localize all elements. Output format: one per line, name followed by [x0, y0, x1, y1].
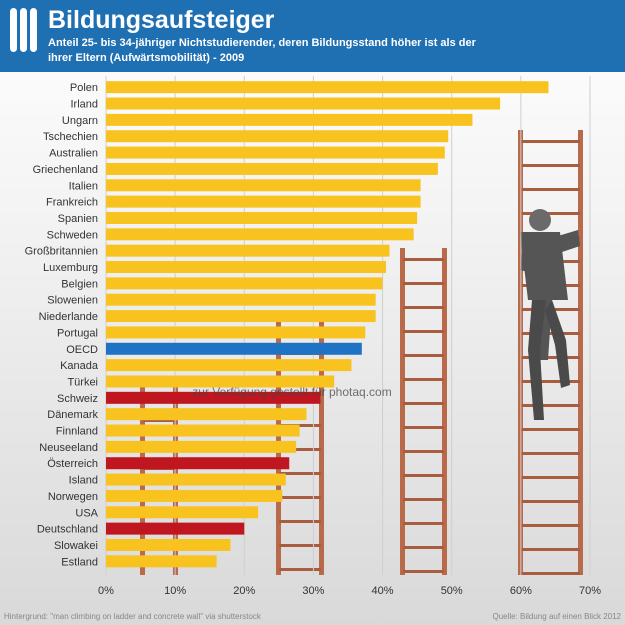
category-label: Portugal	[57, 327, 98, 339]
bar-neuseeland	[106, 440, 297, 453]
category-label: OECD	[66, 344, 98, 356]
category-label: Luxemburg	[43, 262, 98, 274]
x-tick-label: 70%	[579, 585, 601, 597]
bar-großbritannien	[106, 244, 390, 257]
bar-niederlande	[106, 310, 376, 323]
bar-schweden	[106, 228, 414, 241]
x-tick-label: 40%	[372, 585, 394, 597]
bar-österreich	[106, 457, 290, 470]
bar-polen	[106, 81, 549, 94]
category-label: Irland	[70, 99, 98, 111]
category-label: Norwegen	[48, 491, 98, 503]
category-label: Schweden	[47, 229, 98, 241]
x-tick-label: 50%	[441, 585, 463, 597]
footer-source: Quelle: Bildung auf einen Blick 2012	[492, 612, 621, 621]
chart-subtitle-line1: Anteil 25- bis 34-jähriger Nichtstudiere…	[48, 37, 477, 49]
chart-subtitle-line2: ihrer Eltern (Aufwärtsmobilität) - 2009	[48, 52, 244, 64]
x-tick-label: 10%	[164, 585, 186, 597]
bar-irland	[106, 97, 501, 110]
bar-türkei	[106, 375, 335, 388]
bar-finnland	[106, 424, 300, 437]
bar-dänemark	[106, 408, 307, 421]
category-label: Slowenien	[47, 295, 98, 307]
category-label: Kanada	[60, 360, 99, 372]
bar-griechenland	[106, 162, 438, 175]
category-label: Italien	[69, 180, 98, 192]
bar-belgien	[106, 277, 383, 290]
footer-credit: Hintergrund: "man climbing on ladder and…	[4, 612, 262, 621]
category-label: Belgien	[61, 278, 98, 290]
category-label: Finnland	[56, 426, 98, 438]
header-band	[0, 0, 625, 72]
category-label: Niederlande	[39, 311, 98, 323]
category-label: Frankreich	[46, 197, 98, 209]
chart-title: Bildungsaufsteiger	[48, 6, 275, 34]
category-label: Neuseeland	[39, 442, 98, 454]
bar-australien	[106, 146, 445, 159]
bar-luxemburg	[106, 261, 387, 274]
category-label: Großbritannien	[25, 246, 98, 258]
watermark-text: zur Verfügung gestellt für photaq.com	[192, 385, 391, 399]
x-tick-label: 0%	[98, 585, 114, 597]
category-label: Ungarn	[62, 115, 98, 127]
ladder-2	[400, 248, 447, 575]
logo-icon	[10, 8, 37, 52]
climbing-man-illustration	[520, 209, 580, 420]
bar-tschechien	[106, 130, 449, 143]
x-tick-label: 60%	[510, 585, 532, 597]
bar-deutschland	[106, 522, 245, 535]
bar-norwegen	[106, 489, 283, 502]
bar-frankreich	[106, 195, 421, 208]
category-label: USA	[75, 507, 98, 519]
category-label: Tschechien	[43, 131, 98, 143]
category-label: Griechenland	[33, 164, 98, 176]
category-label: Österreich	[47, 458, 98, 470]
bar-island	[106, 473, 286, 486]
category-label: Estland	[61, 556, 98, 568]
bar-usa	[106, 506, 259, 519]
bar-spanien	[106, 211, 418, 224]
category-label: Türkei	[67, 376, 98, 388]
bar-kanada	[106, 359, 352, 372]
category-labels: Polen Irland Ungarn Tschechien Australien Gri…	[25, 82, 99, 568]
bar-series	[106, 81, 549, 568]
category-label: Slowakei	[54, 540, 98, 552]
category-label: Schweiz	[57, 393, 98, 405]
x-axis-tick-labels: 0% 10% 20% 30% 40% 50% 60% 70%	[98, 585, 601, 597]
bar-oecd	[106, 342, 362, 355]
bar-slowakei	[106, 538, 231, 551]
category-label: Dänemark	[47, 409, 98, 421]
x-tick-label: 20%	[233, 585, 255, 597]
x-tick-label: 30%	[302, 585, 324, 597]
bar-italien	[106, 179, 421, 192]
bar-ungarn	[106, 113, 473, 126]
bar-slowenien	[106, 293, 376, 306]
bar-schweiz	[106, 391, 321, 404]
bar-estland	[106, 555, 217, 568]
category-label: Australien	[49, 148, 98, 160]
category-label: Polen	[70, 82, 98, 94]
bar-portugal	[106, 326, 366, 339]
category-label: Spanien	[58, 213, 98, 225]
category-label: Deutschland	[37, 524, 98, 536]
category-label: Island	[69, 475, 98, 487]
